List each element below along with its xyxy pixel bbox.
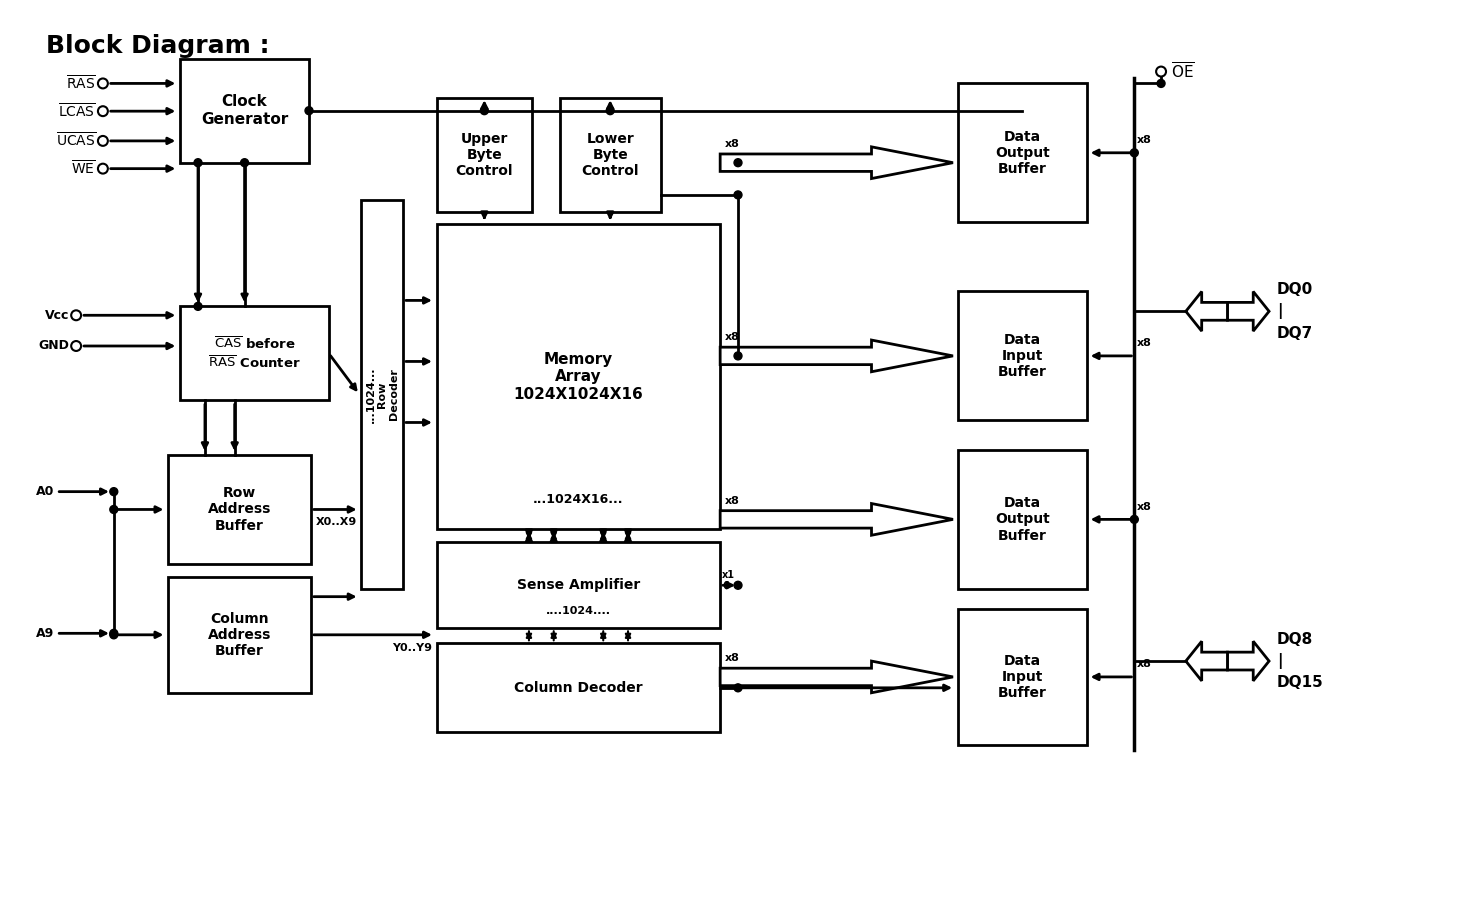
Text: Block Diagram :: Block Diagram : — [46, 34, 270, 58]
Circle shape — [734, 191, 742, 198]
Circle shape — [97, 79, 108, 89]
Circle shape — [109, 487, 118, 496]
Text: x8: x8 — [725, 653, 739, 663]
Text: x8: x8 — [725, 139, 739, 149]
Circle shape — [193, 303, 202, 311]
Circle shape — [97, 164, 108, 174]
Text: Sense Amplifier: Sense Amplifier — [517, 578, 641, 593]
Bar — [180, 59, 308, 163]
Bar — [958, 292, 1086, 420]
Text: |: | — [1277, 653, 1283, 669]
Text: DQ7: DQ7 — [1277, 325, 1314, 341]
Text: Row
Address
Buffer: Row Address Buffer — [208, 487, 272, 533]
Circle shape — [734, 684, 742, 692]
Text: $\overline{\mathrm{UCAS}}$: $\overline{\mathrm{UCAS}}$ — [56, 131, 96, 150]
Text: DQ8: DQ8 — [1277, 631, 1314, 647]
Circle shape — [109, 631, 118, 639]
Text: Clock
Generator: Clock Generator — [201, 94, 288, 127]
Text: Vcc: Vcc — [44, 309, 69, 322]
Bar — [958, 450, 1086, 589]
Text: A0: A0 — [35, 485, 55, 498]
Text: |: | — [1277, 304, 1283, 319]
Circle shape — [71, 341, 81, 351]
Text: x1
6: x1 6 — [722, 570, 735, 591]
Bar — [437, 98, 531, 212]
Circle shape — [1131, 516, 1138, 524]
Polygon shape — [1228, 641, 1269, 681]
Text: $\overline{\mathrm{LCAS}}$: $\overline{\mathrm{LCAS}}$ — [58, 102, 96, 120]
Text: ...1024X16...: ...1024X16... — [533, 493, 624, 506]
Text: ...1024...
Row
Decoder: ...1024... Row Decoder — [366, 366, 399, 423]
Text: x8: x8 — [1138, 338, 1153, 348]
Polygon shape — [1185, 292, 1228, 331]
Text: Memory
Array
1024X1024X16: Memory Array 1024X1024X16 — [514, 352, 644, 401]
Text: $\overline{\mathrm{WE}}$: $\overline{\mathrm{WE}}$ — [71, 159, 96, 178]
Text: X0..X9: X0..X9 — [316, 517, 357, 527]
Circle shape — [71, 311, 81, 320]
Text: Lower
Byte
Control: Lower Byte Control — [582, 132, 639, 178]
Bar — [559, 98, 661, 212]
Circle shape — [1157, 80, 1165, 87]
Circle shape — [734, 582, 742, 589]
Polygon shape — [720, 340, 953, 371]
Polygon shape — [720, 504, 953, 535]
Circle shape — [734, 159, 742, 167]
Bar — [168, 455, 311, 564]
Circle shape — [193, 159, 202, 167]
Circle shape — [306, 107, 313, 115]
Circle shape — [241, 159, 248, 167]
Bar — [437, 542, 720, 629]
Polygon shape — [1228, 292, 1269, 331]
Bar — [437, 643, 720, 732]
Text: x8: x8 — [725, 332, 739, 342]
Text: x8: x8 — [1138, 502, 1153, 512]
Circle shape — [480, 107, 489, 115]
Bar — [362, 200, 403, 589]
Bar — [168, 577, 311, 693]
Text: A9: A9 — [35, 627, 55, 640]
Text: $\overline{\mathrm{OE}}$: $\overline{\mathrm{OE}}$ — [1170, 62, 1194, 82]
Text: x8: x8 — [1138, 135, 1153, 145]
Text: Column Decoder: Column Decoder — [514, 680, 642, 695]
Text: Column
Address
Buffer: Column Address Buffer — [208, 612, 272, 658]
Text: $\overline{\mathrm{CAS}}$ before
$\overline{\mathrm{RAS}}$ Counter: $\overline{\mathrm{CAS}}$ before $\overl… — [208, 336, 301, 371]
Text: $\overline{\mathrm{RAS}}$: $\overline{\mathrm{RAS}}$ — [66, 74, 96, 92]
Circle shape — [109, 630, 118, 637]
Circle shape — [97, 106, 108, 116]
Circle shape — [109, 506, 118, 514]
Text: x8: x8 — [725, 496, 739, 506]
Polygon shape — [1185, 641, 1228, 681]
Polygon shape — [720, 147, 953, 178]
Bar — [958, 83, 1086, 222]
Text: Upper
Byte
Control: Upper Byte Control — [456, 132, 514, 178]
Text: x8: x8 — [1138, 659, 1153, 670]
Circle shape — [1131, 149, 1138, 157]
Text: DQ0: DQ0 — [1277, 282, 1314, 297]
Bar — [958, 609, 1086, 746]
Text: Data
Output
Buffer: Data Output Buffer — [995, 130, 1049, 176]
Circle shape — [607, 107, 614, 115]
Bar — [180, 306, 329, 400]
Text: Y0..Y9: Y0..Y9 — [391, 642, 432, 652]
Circle shape — [97, 136, 108, 146]
Text: ....1024....: ....1024.... — [546, 605, 611, 615]
Text: Data
Output
Buffer: Data Output Buffer — [995, 496, 1049, 543]
Circle shape — [1156, 66, 1166, 76]
Text: DQ15: DQ15 — [1277, 675, 1324, 690]
Circle shape — [734, 352, 742, 360]
Bar — [437, 224, 720, 529]
Text: GND: GND — [38, 340, 69, 352]
Text: Data
Input
Buffer: Data Input Buffer — [998, 333, 1046, 379]
Polygon shape — [720, 661, 953, 693]
Text: Data
Input
Buffer: Data Input Buffer — [998, 654, 1046, 700]
